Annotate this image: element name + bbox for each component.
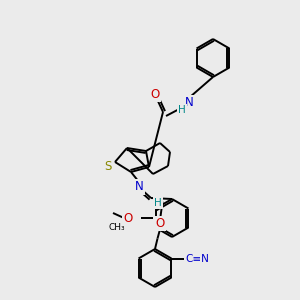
Text: O: O	[150, 88, 160, 100]
Text: N: N	[135, 181, 143, 194]
Text: CH₃: CH₃	[109, 224, 125, 232]
Text: O: O	[156, 217, 165, 230]
Text: H: H	[178, 105, 186, 115]
Text: O: O	[123, 212, 133, 224]
Text: N: N	[184, 97, 194, 110]
Text: C≡N: C≡N	[185, 254, 209, 263]
Text: S: S	[104, 160, 112, 172]
Text: H: H	[154, 198, 162, 208]
